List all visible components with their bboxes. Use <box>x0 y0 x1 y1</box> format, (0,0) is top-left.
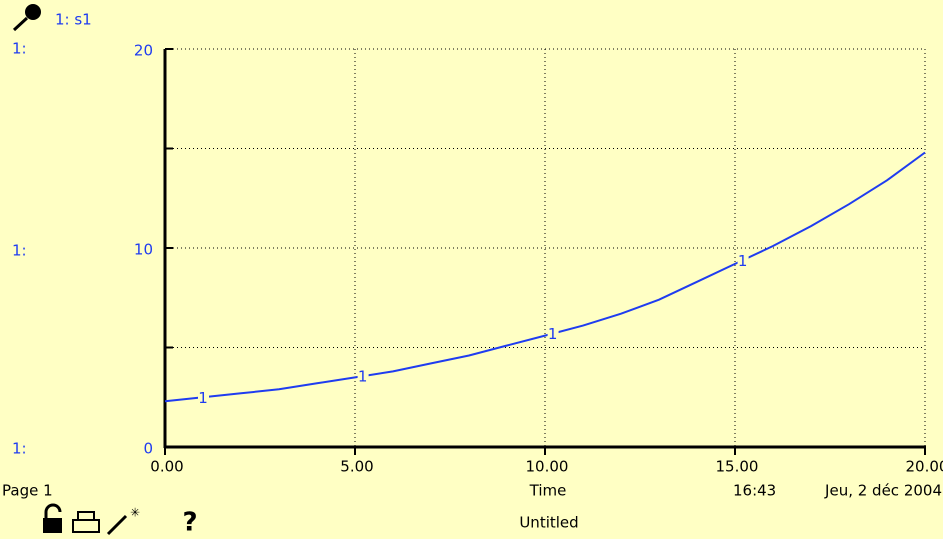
marker-bg <box>357 367 369 385</box>
marker-bg <box>547 324 559 342</box>
y-tick-label: 10 <box>134 241 153 259</box>
y-tick-label: 0 <box>143 440 153 458</box>
x-tick-label: 5.00 <box>340 458 373 476</box>
x-tick-label: 10.00 <box>526 458 569 476</box>
y-tick-label: 20 <box>134 42 153 60</box>
page-label: Page 1 <box>2 482 53 500</box>
pin-icon[interactable] <box>12 4 41 32</box>
line-marker: 1 <box>548 325 558 343</box>
line-marker: 1 <box>738 252 748 270</box>
axis-prefix: 1: <box>12 40 27 58</box>
marker-bg <box>198 388 209 406</box>
print-icon[interactable] <box>72 511 100 533</box>
wand-icon[interactable]: ✳ <box>106 506 140 536</box>
date: Jeu, 2 déc 2004 <box>824 482 942 500</box>
x-tick-label: 20.00 <box>906 458 943 476</box>
x-axis-label: Time <box>529 482 567 500</box>
x-tick-label: 15.00 <box>716 458 759 476</box>
x-tick-label: 0.00 <box>150 458 183 476</box>
line-marker: 1 <box>358 368 368 386</box>
help-button[interactable]: ? <box>182 508 197 538</box>
legend-entry: 1: s1 <box>55 11 92 29</box>
series-line <box>164 151 926 403</box>
line-marker: 1 <box>198 389 208 407</box>
clock: 16:43 <box>733 482 776 500</box>
document-title: Untitled <box>519 514 578 532</box>
marker-bg <box>737 251 749 269</box>
lock-icon[interactable] <box>43 503 62 533</box>
spark: ✳ <box>130 506 140 520</box>
axis-prefix: 1: <box>12 242 27 260</box>
axis-prefix: 1: <box>12 440 27 458</box>
